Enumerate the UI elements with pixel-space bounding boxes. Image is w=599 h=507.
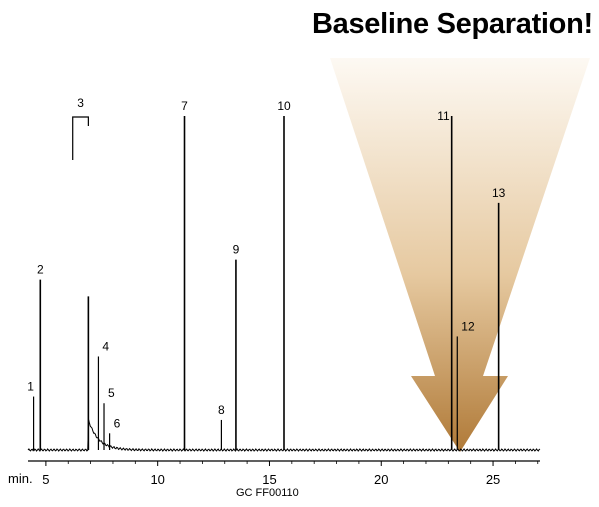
peak-label-4: 4: [102, 339, 109, 353]
peak-label-13: 13: [492, 186, 506, 200]
peak-label-7: 7: [181, 99, 188, 113]
peak-label-1: 1: [27, 380, 34, 394]
peak-label-12: 12: [461, 319, 475, 333]
highlight-arrow: [330, 58, 590, 452]
peak-label-8: 8: [218, 403, 225, 417]
peak-label-11: 11: [437, 109, 450, 123]
x-axis-unit-label: min.: [8, 471, 33, 486]
peak-label-2: 2: [37, 263, 44, 277]
peak-label-3: 3: [77, 96, 84, 110]
peak-label-10: 10: [277, 99, 291, 113]
peak-3-bracket: [72, 116, 89, 160]
peak-markers: [32, 116, 500, 450]
x-tick-label: 25: [486, 472, 500, 487]
peak-label-6: 6: [114, 416, 121, 430]
footer-caption: GC FF00110: [236, 487, 299, 499]
x-axis: 5 10 15 20 25: [28, 460, 540, 487]
x-tick-label: 15: [262, 472, 276, 487]
x-tick-label: 5: [42, 472, 49, 487]
x-tick-label: 10: [150, 472, 164, 487]
peak-label-5: 5: [108, 386, 115, 400]
peak-label-9: 9: [233, 243, 240, 257]
x-tick-label: 20: [374, 472, 388, 487]
headline-title: Baseline Separation!: [312, 8, 593, 40]
